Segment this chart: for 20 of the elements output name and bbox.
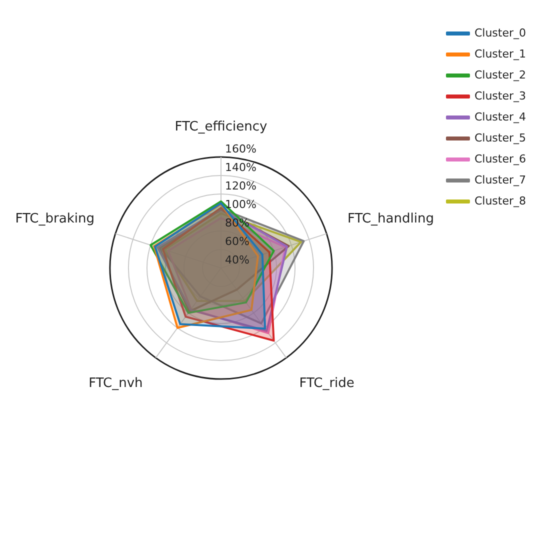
y-tick-label: 160% bbox=[225, 142, 256, 156]
spoke-label: FTC_efficiency bbox=[174, 120, 268, 135]
legend-label: Cluster_0 bbox=[474, 26, 526, 40]
legend-label: Cluster_7 bbox=[474, 173, 526, 186]
legend-label: Cluster_1 bbox=[474, 47, 526, 60]
legend-label: Cluster_8 bbox=[474, 194, 526, 208]
y-tick-label: 60% bbox=[225, 234, 250, 248]
y-tick-label: 140% bbox=[225, 160, 256, 174]
y-tick-label: 40% bbox=[225, 253, 250, 266]
spoke-label: FTC_ride bbox=[299, 376, 354, 391]
y-tick-label: 120% bbox=[225, 179, 256, 192]
legend-label: Cluster_2 bbox=[474, 68, 526, 82]
legend-label: Cluster_4 bbox=[474, 110, 526, 124]
y-tick-label: 100% bbox=[225, 198, 256, 211]
spoke-label: FTC_handling bbox=[348, 211, 434, 226]
legend-label: Cluster_6 bbox=[474, 152, 526, 166]
spoke-label: FTC_nvh bbox=[88, 376, 143, 391]
spoke-label: FTC_braking bbox=[15, 211, 94, 226]
legend-label: Cluster_5 bbox=[474, 131, 526, 144]
legend-label: Cluster_3 bbox=[474, 89, 526, 102]
